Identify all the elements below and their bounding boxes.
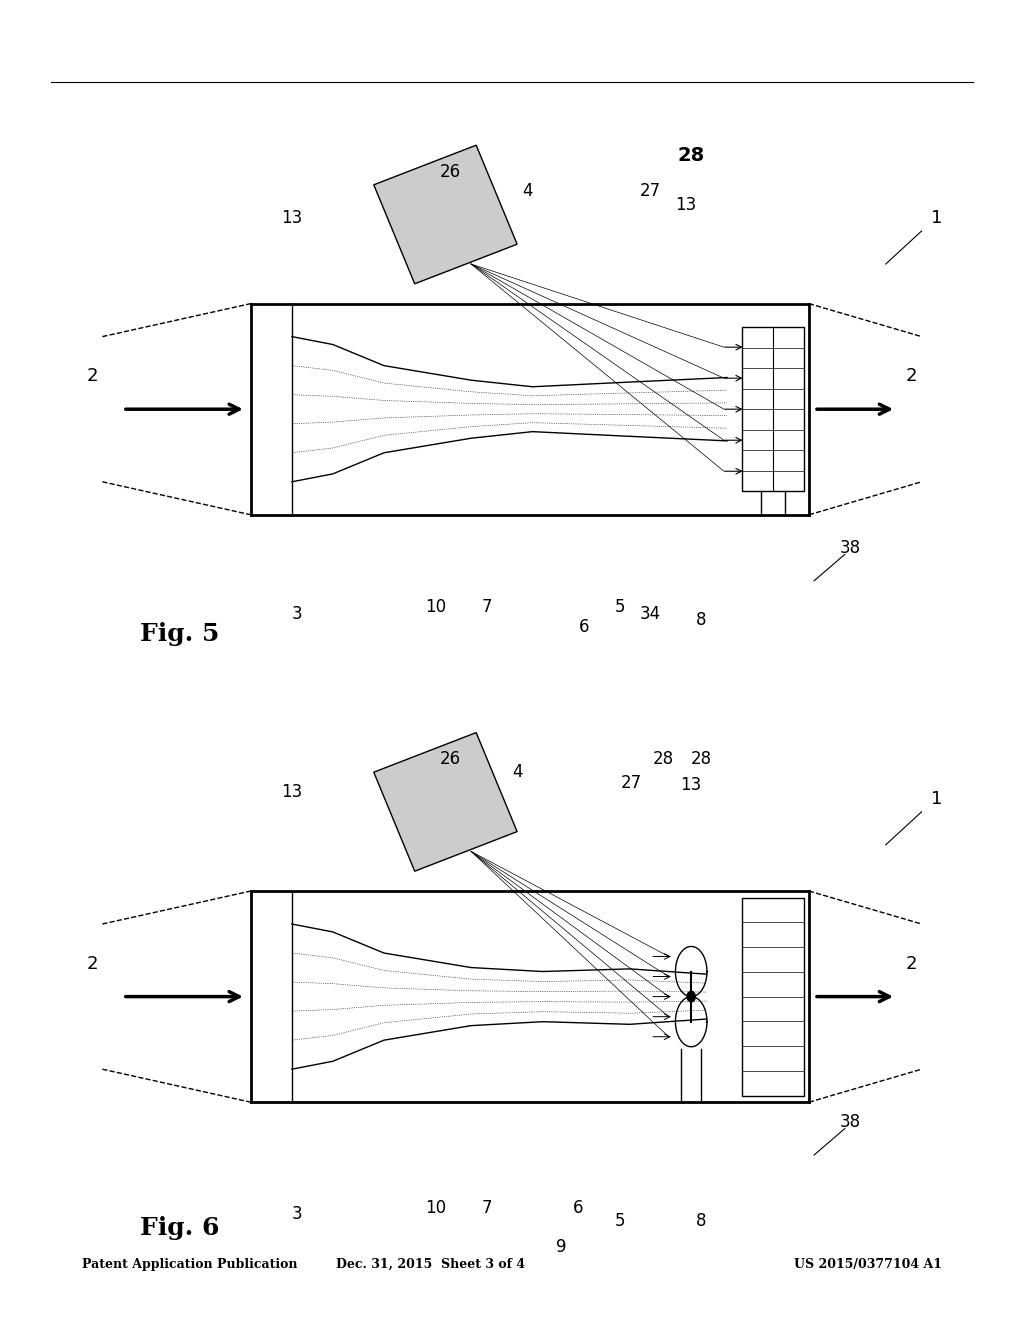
Text: 13: 13: [282, 783, 302, 801]
Bar: [742, 327, 804, 491]
Text: Patent Application Publication: Patent Application Publication: [82, 1258, 297, 1271]
Text: 34: 34: [640, 605, 660, 623]
Text: 7: 7: [481, 1199, 492, 1217]
Text: 10: 10: [425, 598, 445, 616]
Text: 1: 1: [931, 209, 943, 227]
Text: 7: 7: [481, 598, 492, 616]
Bar: [742, 898, 804, 1096]
Text: 13: 13: [681, 776, 701, 795]
Text: 10: 10: [425, 1199, 445, 1217]
Text: 13: 13: [676, 195, 696, 214]
Text: 38: 38: [840, 539, 860, 557]
Text: 9: 9: [556, 1238, 566, 1257]
Text: 2: 2: [86, 954, 98, 973]
Text: US 2015/0377104 A1: US 2015/0377104 A1: [794, 1258, 942, 1271]
Text: 8: 8: [696, 611, 707, 630]
Text: 6: 6: [579, 618, 589, 636]
Text: 28: 28: [691, 750, 712, 768]
Text: Dec. 31, 2015  Sheet 3 of 4: Dec. 31, 2015 Sheet 3 of 4: [336, 1258, 524, 1271]
Text: 1: 1: [931, 789, 943, 808]
Text: 8: 8: [696, 1212, 707, 1230]
Text: 5: 5: [614, 598, 625, 616]
Text: 28: 28: [678, 147, 705, 165]
Text: 27: 27: [622, 774, 642, 792]
Text: 27: 27: [640, 182, 660, 201]
Text: 2: 2: [905, 954, 918, 973]
Text: 26: 26: [440, 162, 461, 181]
Text: 4: 4: [522, 182, 532, 201]
Text: 2: 2: [86, 367, 98, 385]
Text: 3: 3: [292, 605, 302, 623]
Polygon shape: [374, 733, 517, 871]
Text: 5: 5: [614, 1212, 625, 1230]
Circle shape: [687, 991, 695, 1002]
Text: 6: 6: [573, 1199, 584, 1217]
Text: 26: 26: [440, 750, 461, 768]
Text: 4: 4: [512, 763, 522, 781]
Text: Fig. 5: Fig. 5: [139, 622, 219, 645]
Text: 28: 28: [653, 750, 674, 768]
Polygon shape: [374, 145, 517, 284]
Text: 38: 38: [840, 1113, 860, 1131]
Text: 13: 13: [282, 209, 302, 227]
Text: Fig. 6: Fig. 6: [139, 1216, 219, 1239]
Text: 3: 3: [292, 1205, 302, 1224]
Text: 2: 2: [905, 367, 918, 385]
